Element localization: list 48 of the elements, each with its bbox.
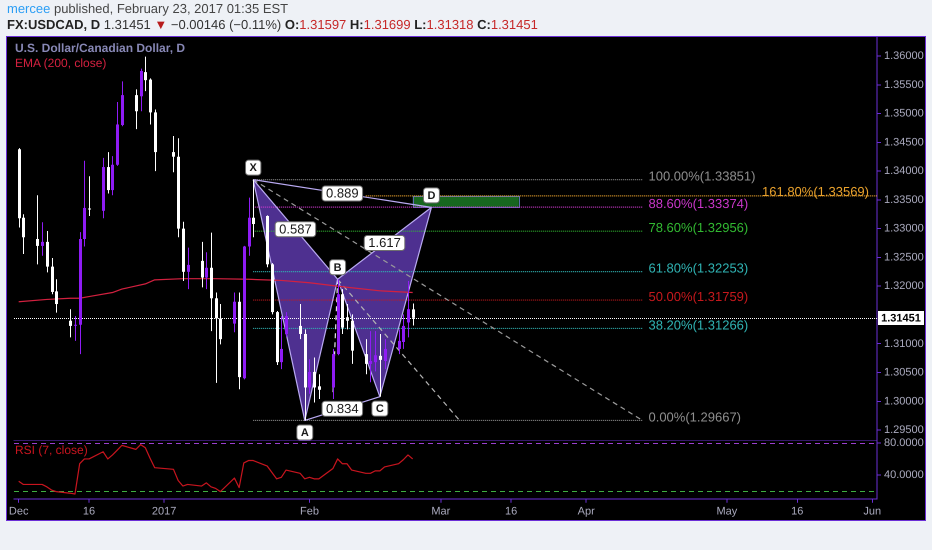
x-tick-label: Dec — [8, 505, 29, 518]
x-tick-label: Feb — [300, 505, 319, 518]
y-tick-label: 1.34500 — [884, 136, 924, 148]
y-tick-label: 1.33000 — [884, 222, 924, 235]
data-label: 100.00%(1.33851) — [648, 168, 756, 184]
annotation: 0.587 — [279, 221, 312, 236]
annotation: 0.834 — [326, 400, 359, 416]
x-tick-label: 16 — [791, 505, 804, 518]
y-tick-label: 80.0000 — [884, 437, 924, 450]
y-tick-label: 1.32000 — [884, 280, 924, 292]
y-tick-label: 1.29500 — [884, 424, 924, 436]
data-label: X — [250, 162, 258, 174]
data-label: 161.80%(1.33569) — [762, 184, 869, 199]
x-tick-label: Apr — [578, 505, 596, 518]
y-tick-label: 1.35500 — [884, 78, 924, 91]
series-label: RSI (7, close) — [15, 443, 88, 457]
y-tick-label: 1.30000 — [884, 395, 924, 408]
data-label: D — [427, 190, 436, 202]
x-tick-label: Mar — [431, 505, 451, 518]
text: EMA (200, close) — [15, 56, 106, 70]
y-tick-label: 1.33500 — [884, 194, 924, 206]
data-label: 78.60%(1.32956) — [648, 220, 748, 236]
x-tick-label: Jun — [863, 505, 882, 518]
y-tick-label: 1.31000 — [884, 338, 924, 350]
data-label: 0.00%(1.29667) — [648, 409, 742, 424]
annotation: 1.617 — [368, 235, 401, 250]
data-label: 50.00%(1.31759) — [648, 289, 748, 304]
data-label: B — [334, 262, 342, 274]
x-tick-label: 2017 — [152, 505, 176, 518]
annotation: 0.889 — [326, 186, 359, 201]
ref-line-label: 1.31451 — [881, 312, 921, 325]
y-tick-label: 1.36000 — [884, 50, 924, 62]
text: mercee published, February 23, 2017 01:35 EST — [7, 1, 288, 16]
y-tick-label: 1.30500 — [884, 366, 924, 379]
data-label: 88.60%(1.33374) — [648, 196, 748, 212]
x-tick-label: May — [716, 505, 738, 518]
y-tick-label: 1.32500 — [884, 251, 924, 264]
y-tick-label: 40.0000 — [884, 468, 924, 481]
y-tick-label: 1.34000 — [884, 165, 924, 178]
text: FX:USDCAD, D 1.31451 ▼ −0.00146 (−0.11%) O:1.31597 H:1.31699 L:1.31318 C:1.31451 — [7, 17, 538, 32]
x-tick-label: 16 — [505, 505, 518, 518]
data-label: C — [376, 403, 384, 416]
y-tick-label: 1.35000 — [884, 108, 924, 120]
chart-title: U.S. Dollar/Canadian Dollar, D — [15, 41, 186, 55]
data-label: A — [300, 426, 309, 439]
data-label: 38.20%(1.31266) — [648, 317, 748, 332]
data-label: 61.80%(1.32253) — [648, 260, 748, 276]
x-tick-label: 16 — [82, 505, 96, 518]
